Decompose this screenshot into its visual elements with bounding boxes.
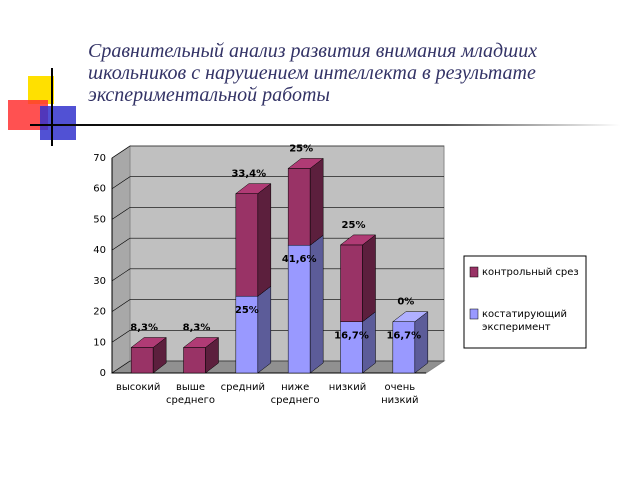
bar [183, 347, 206, 374]
x-tick-label: ниже среднего [271, 382, 320, 406]
y-tick-label: 10 [93, 337, 106, 348]
bar [340, 244, 363, 322]
bar [235, 193, 259, 297]
bar-top [287, 158, 324, 169]
chart-title: Сравнительный анализ развития внимания м… [88, 40, 538, 106]
grid-line [111, 268, 444, 282]
bar-top [339, 234, 377, 246]
bar-side [414, 311, 429, 374]
grid-line [111, 299, 444, 312]
bar [130, 347, 154, 374]
legend-label: костатирующий эксперимент [482, 309, 567, 333]
bar [392, 321, 416, 374]
y-tick-label: 70 [93, 153, 106, 164]
bar [287, 168, 311, 246]
data-label: 25% [235, 305, 259, 316]
data-label: 0% [397, 297, 414, 308]
legend-box [463, 255, 587, 349]
data-label: 8,3% [130, 323, 158, 334]
x-tick-label: средний [221, 382, 265, 393]
data-label: 41,6% [282, 254, 317, 265]
side-wall [111, 145, 131, 374]
y-tick-label: 20 [93, 307, 106, 318]
data-label: 25% [289, 143, 313, 154]
grid-line [111, 360, 444, 374]
data-label: 25% [342, 220, 366, 231]
y-tick-label: 50 [93, 214, 106, 225]
grid-line [111, 176, 444, 189]
bar-top [235, 183, 272, 194]
legend-swatch [469, 308, 479, 320]
x-tick-label: низкий [329, 382, 366, 393]
data-label: 16,7% [334, 331, 369, 342]
bar-side [309, 157, 324, 246]
grid-line [111, 207, 444, 220]
grid-line [111, 237, 444, 251]
y-tick-label: 30 [93, 276, 106, 287]
grid-line [111, 145, 444, 159]
legend-label: контрольный срез [482, 267, 579, 278]
x-tick-label: высокий [116, 382, 160, 393]
bar-top [130, 337, 167, 348]
data-label: 16,7% [386, 331, 421, 342]
x-tick-label: выше среднего [166, 382, 215, 406]
y-tick-label: 60 [93, 184, 106, 195]
bar-side [362, 311, 376, 374]
bar [340, 321, 363, 374]
title-rule [30, 124, 620, 126]
bar-side [362, 234, 376, 323]
grid-line [111, 329, 444, 343]
bar-side [257, 183, 272, 297]
bar-side [257, 285, 272, 374]
x-tick-label: очень низкий [381, 382, 418, 406]
data-label: 8,3% [183, 323, 211, 334]
legend-swatch [469, 266, 479, 278]
y-tick-label: 0 [100, 368, 106, 379]
bar-top [392, 311, 429, 322]
deco-square [40, 106, 76, 140]
y-tick-label: 40 [93, 245, 106, 256]
bar-top [182, 337, 220, 348]
data-label: 33,4% [231, 169, 266, 180]
deco-square [28, 76, 54, 104]
